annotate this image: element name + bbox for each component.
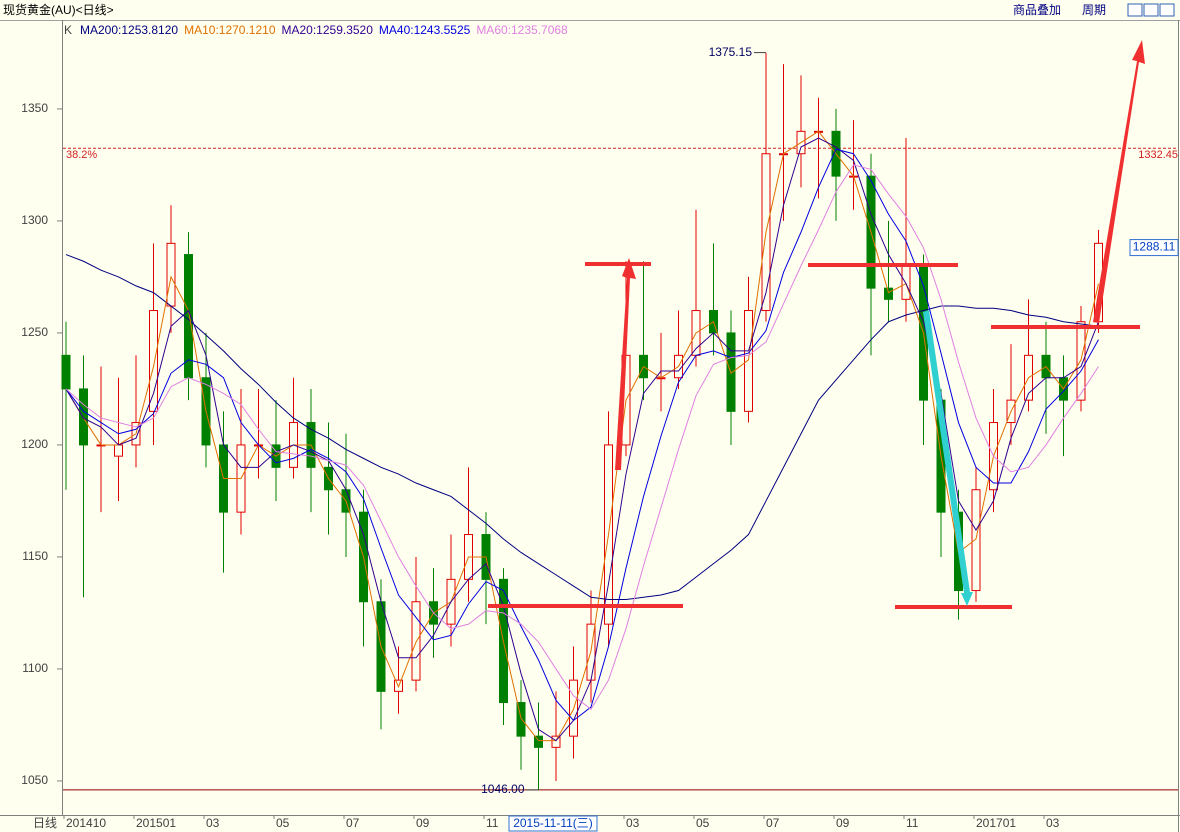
legend-entry: MA40:1243.5525	[379, 23, 471, 37]
candle-body	[534, 735, 543, 748]
drawn-arrow	[923, 310, 973, 606]
nav-icons[interactable]	[1127, 3, 1175, 17]
legend-entry: MA10:1270.1210	[184, 23, 276, 37]
last-price: 1288.11	[1133, 240, 1176, 254]
drawn-arrow	[615, 258, 636, 470]
overlay-button[interactable]: 商品叠加	[1013, 2, 1061, 17]
x-tick-label: 07	[766, 816, 780, 830]
candle-body	[551, 735, 561, 748]
y-tick-label: 1150	[22, 549, 48, 563]
legend-entry: MA60:1235.7068	[476, 23, 568, 37]
candle-body	[411, 601, 421, 681]
cursor-date-box	[508, 815, 598, 832]
ma-line	[65, 164, 1099, 711]
y-tick-label: 1350	[21, 101, 48, 115]
icon-right[interactable]	[1143, 3, 1159, 17]
cursor-date: 2015-11-11(三)	[513, 816, 593, 830]
candle-body	[884, 287, 893, 300]
candle-body	[744, 310, 753, 412]
candle-body	[79, 388, 88, 446]
x-tick-label: 11	[906, 816, 919, 830]
x-tick-label: 201410	[66, 816, 106, 830]
x-tick-label: 05	[696, 816, 710, 830]
x-tick-label: 09	[416, 816, 430, 830]
y-tick-label: 1250	[21, 325, 48, 339]
price-label: K	[64, 23, 72, 37]
x-tick-label: 03	[626, 816, 640, 830]
period-label: 日线	[33, 816, 57, 830]
y-tick-label: 1200	[21, 437, 48, 451]
drawn-arrow	[1093, 40, 1145, 323]
x-tick-label: 07	[346, 816, 360, 830]
x-tick-label: 03	[206, 816, 220, 830]
high-label: 1375.15	[709, 45, 753, 59]
candle-body	[166, 242, 176, 307]
y-tick-label: 1100	[22, 661, 48, 675]
x-tick-label: 201501	[136, 816, 176, 830]
candle-body	[61, 354, 71, 390]
candle-body	[184, 254, 193, 379]
fib-value: 1332.45	[1138, 149, 1178, 161]
x-tick-label: 03	[1046, 816, 1060, 830]
candle-body	[1076, 321, 1086, 401]
legend-entry: MA200:1253.8120	[80, 23, 178, 37]
ma-line	[65, 130, 1099, 742]
x-tick-label: 09	[836, 816, 850, 830]
x-tick-label: 201701	[976, 816, 1016, 830]
x-tick-label: 11	[486, 816, 499, 830]
y-tick-label: 1300	[21, 213, 48, 227]
y-tick-label: 1050	[21, 773, 48, 787]
candle-body	[114, 444, 123, 457]
candle-body	[971, 489, 981, 592]
last-price-box	[1129, 239, 1179, 257]
ma-line	[65, 148, 1099, 722]
legend-entry: MA20:1259.3520	[282, 23, 374, 37]
period-button[interactable]: 周期	[1082, 3, 1106, 17]
icon-panel[interactable]	[1159, 3, 1175, 17]
toolbar	[0, 0, 1180, 20]
icon-left[interactable]	[1127, 3, 1143, 17]
low-label: 1046.00	[481, 782, 525, 796]
user-drawings	[488, 40, 1145, 609]
fib-ratio: 38.2%	[66, 149, 97, 161]
ma-line	[65, 254, 1099, 601]
window-title: 现货黄金(AU)<日线>	[3, 2, 114, 17]
x-tick-label: 05	[276, 816, 290, 830]
candle-body	[901, 265, 911, 300]
candle-body	[149, 310, 158, 412]
candle-body	[516, 702, 526, 737]
